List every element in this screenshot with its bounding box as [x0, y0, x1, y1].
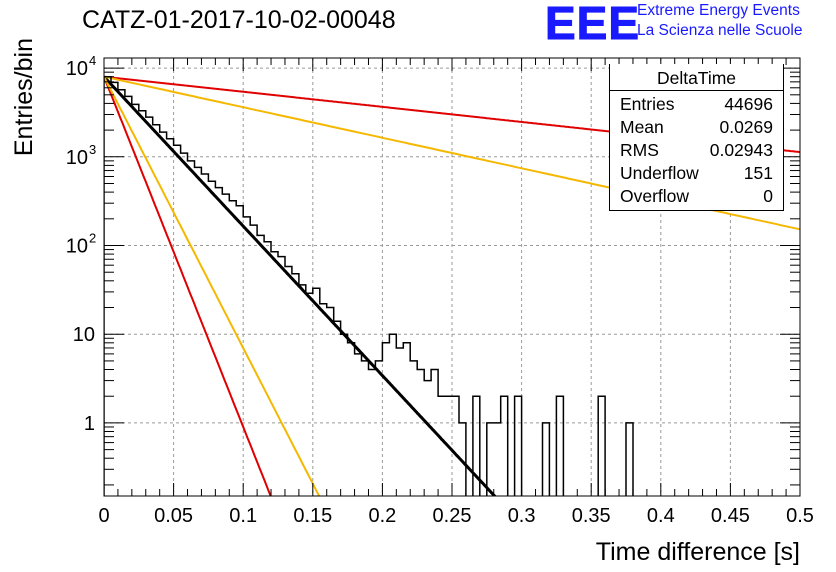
x-tick-label: 0.5 — [786, 505, 814, 527]
stats-label: Mean — [620, 117, 664, 137]
logo-mark: EEE — [544, 0, 641, 50]
fit-curve — [104, 76, 272, 496]
stats-value: 0 — [763, 186, 773, 206]
stats-title-rule — [610, 90, 783, 91]
stats-value: 151 — [743, 163, 773, 183]
eee-logo: EEE Extreme Energy Events La Scienza nel… — [544, 0, 835, 50]
x-tick-label: 0.45 — [711, 505, 750, 527]
stats-row-rms: RMS 0.02943 — [620, 140, 773, 162]
stats-row-underflow: Underflow 151 — [620, 163, 773, 185]
y-tick-label: 10 — [66, 236, 88, 258]
x-tick-label: 0.05 — [154, 505, 193, 527]
stats-label: Overflow — [620, 186, 690, 206]
stats-label: Entries — [620, 94, 675, 114]
stats-value: 44696 — [724, 94, 773, 114]
y-tick-exponent: 3 — [89, 142, 96, 157]
y-tick-label: 10 — [73, 324, 95, 346]
axis-ticks — [103, 58, 801, 496]
y-tick-label: 10 — [66, 58, 88, 80]
x-tick-label: 0.25 — [433, 505, 472, 527]
x-tick-label: 0.2 — [368, 505, 396, 527]
y-tick-exponent: 4 — [89, 53, 96, 68]
x-tick-label: 0.4 — [647, 505, 675, 527]
stats-title: DeltaTime — [656, 68, 737, 88]
stats-box: DeltaTime Entries 44696 Mean 0.0269 RMS … — [609, 64, 784, 211]
x-tick-label: 0.15 — [293, 505, 332, 527]
chart-title: CATZ-01-2017-10-02-00048 — [82, 6, 396, 34]
histogram — [104, 75, 634, 496]
stats-row-entries: Entries 44696 — [620, 94, 773, 116]
stats-label: RMS — [620, 140, 659, 160]
x-tick-label: 0.1 — [229, 505, 257, 527]
x-tick-label: 0.3 — [508, 505, 536, 527]
stats-row-overflow: Overflow 0 — [620, 186, 773, 208]
stats-label: Underflow — [620, 163, 699, 183]
y-axis-title: Entries/bin — [10, 38, 38, 156]
stats-row-mean: Mean 0.0269 — [620, 117, 773, 139]
y-tick-label: 10 — [66, 147, 88, 169]
logo-text-line2: La Scienza nelle Scuole — [637, 22, 803, 39]
y-tick-label: 1 — [84, 413, 95, 435]
fit-curve — [104, 76, 321, 496]
logo-text-line1: Extreme Energy Events — [637, 2, 800, 19]
x-tick-label: 0 — [98, 505, 109, 527]
x-axis-title: Time difference [s] — [596, 538, 800, 566]
x-tick-label: 0.35 — [572, 505, 611, 527]
stats-value: 0.0269 — [719, 117, 773, 137]
stats-value: 0.02943 — [709, 140, 773, 160]
y-tick-exponent: 2 — [89, 231, 96, 246]
x-tick-labels: 0 0.05 0.1 0.15 0.2 0.25 0.3 0.35 0.4 0.45 0.5 — [98, 505, 813, 527]
